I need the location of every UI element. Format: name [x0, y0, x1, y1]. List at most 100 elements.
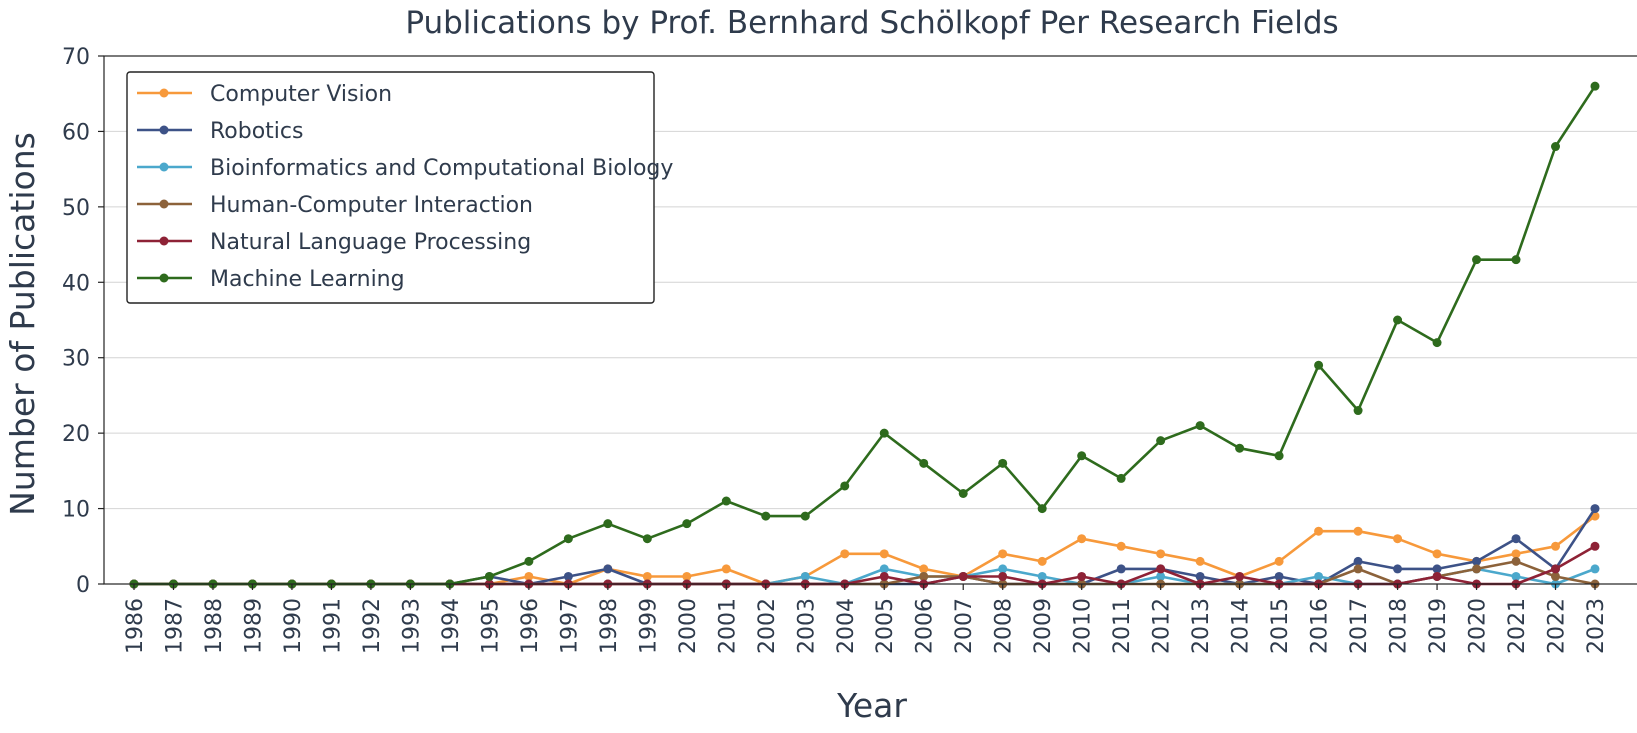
x-tick-label: 2011 [1110, 598, 1135, 654]
x-tick-label: 2022 [1545, 598, 1570, 654]
legend-marker [159, 125, 169, 135]
data-point [1590, 504, 1600, 514]
data-point [879, 564, 889, 574]
data-point [721, 564, 731, 574]
x-tick-label: 1995 [478, 598, 503, 654]
data-point [1511, 255, 1521, 265]
y-tick-label: 10 [62, 498, 90, 523]
data-point [682, 571, 692, 581]
y-tick-label: 30 [62, 347, 90, 372]
data-point [1235, 443, 1245, 453]
y-tick-label: 0 [76, 573, 90, 598]
y-tick-label: 40 [62, 271, 90, 296]
data-point [761, 511, 771, 521]
data-point [1590, 81, 1600, 91]
x-tick-label: 2016 [1308, 598, 1333, 654]
data-point [1511, 571, 1521, 581]
x-tick-label: 1998 [597, 598, 622, 654]
data-point [1393, 534, 1403, 544]
data-point [1195, 421, 1205, 431]
data-point [1511, 556, 1521, 566]
legend-item: Bioinformatics and Computational Biology [137, 156, 673, 181]
x-tick-label: 2019 [1426, 598, 1451, 654]
legend-marker [159, 162, 169, 172]
data-point [1037, 571, 1047, 581]
data-point [1551, 564, 1561, 574]
data-point [1353, 406, 1363, 416]
data-point [919, 564, 929, 574]
x-tick-label: 2021 [1505, 598, 1530, 654]
data-point [721, 496, 731, 506]
data-point [919, 571, 929, 581]
x-tick-label: 1990 [281, 598, 306, 654]
data-point [1472, 255, 1482, 265]
data-point [1314, 360, 1324, 370]
x-tick-label: 2005 [873, 598, 898, 654]
x-tick-label: 2017 [1347, 598, 1372, 654]
legend-item: Natural Language Processing [137, 230, 531, 255]
data-point [1551, 541, 1561, 551]
x-tick-label: 1986 [123, 598, 148, 654]
x-tick-label: 1993 [399, 598, 424, 654]
data-point [1077, 451, 1087, 461]
legend-item: Robotics [137, 119, 303, 144]
x-tick-label: 1997 [557, 598, 582, 654]
data-point [1116, 541, 1126, 551]
data-point [484, 571, 494, 581]
data-point [1432, 338, 1442, 348]
legend-item: Computer Vision [137, 82, 392, 107]
legend-label: Human-Computer Interaction [210, 193, 533, 218]
data-point [1195, 556, 1205, 566]
x-tick-label: 2023 [1584, 598, 1609, 654]
y-axis-label: Number of Publications [3, 132, 42, 516]
data-point [800, 571, 810, 581]
data-point [1314, 571, 1324, 581]
data-point [1590, 541, 1600, 551]
x-tick-label: 1992 [360, 598, 385, 654]
data-point [1116, 473, 1126, 483]
legend-label: Machine Learning [210, 267, 405, 292]
x-tick-label: 1987 [162, 598, 187, 654]
data-point [1314, 526, 1324, 536]
x-tick-label: 2007 [952, 598, 977, 654]
plot-frame [103, 55, 1637, 585]
data-point [1590, 564, 1600, 574]
data-point [1274, 451, 1284, 461]
y-tick-label: 70 [62, 45, 90, 70]
data-point [998, 458, 1008, 468]
x-tick-label: 2010 [1071, 598, 1096, 654]
data-point [1511, 534, 1521, 544]
x-tick-label: 2015 [1268, 598, 1293, 654]
data-point [958, 488, 968, 498]
x-tick-label: 1999 [636, 598, 661, 654]
data-point [1037, 556, 1047, 566]
x-tick-label: 1991 [320, 598, 345, 654]
data-point [1156, 549, 1166, 559]
x-tick-label: 2014 [1229, 598, 1254, 654]
legend-label: Computer Vision [210, 82, 392, 107]
data-point [603, 519, 613, 529]
data-point [1156, 571, 1166, 581]
data-point [840, 549, 850, 559]
data-point [840, 481, 850, 491]
data-point [642, 571, 652, 581]
data-point [1472, 564, 1482, 574]
data-point [879, 428, 889, 438]
x-tick-label: 2006 [913, 598, 938, 654]
data-point [998, 549, 1008, 559]
data-point [1353, 526, 1363, 536]
data-point [642, 534, 652, 544]
legend-marker [159, 236, 169, 246]
data-point [1353, 556, 1363, 566]
x-axis: 1986 1987 1988 1989 1990 1991 1992 1993 1994 1995… [123, 584, 1609, 654]
data-point [563, 534, 573, 544]
data-point [879, 549, 889, 559]
data-point [919, 458, 929, 468]
legend-label: Bioinformatics and Computational Biology [210, 156, 673, 181]
data-point [879, 571, 889, 581]
legend-item: Human-Computer Interaction [137, 193, 533, 218]
y-tick-label: 50 [62, 196, 90, 221]
data-point [1077, 534, 1087, 544]
x-tick-label: 2004 [834, 598, 859, 654]
